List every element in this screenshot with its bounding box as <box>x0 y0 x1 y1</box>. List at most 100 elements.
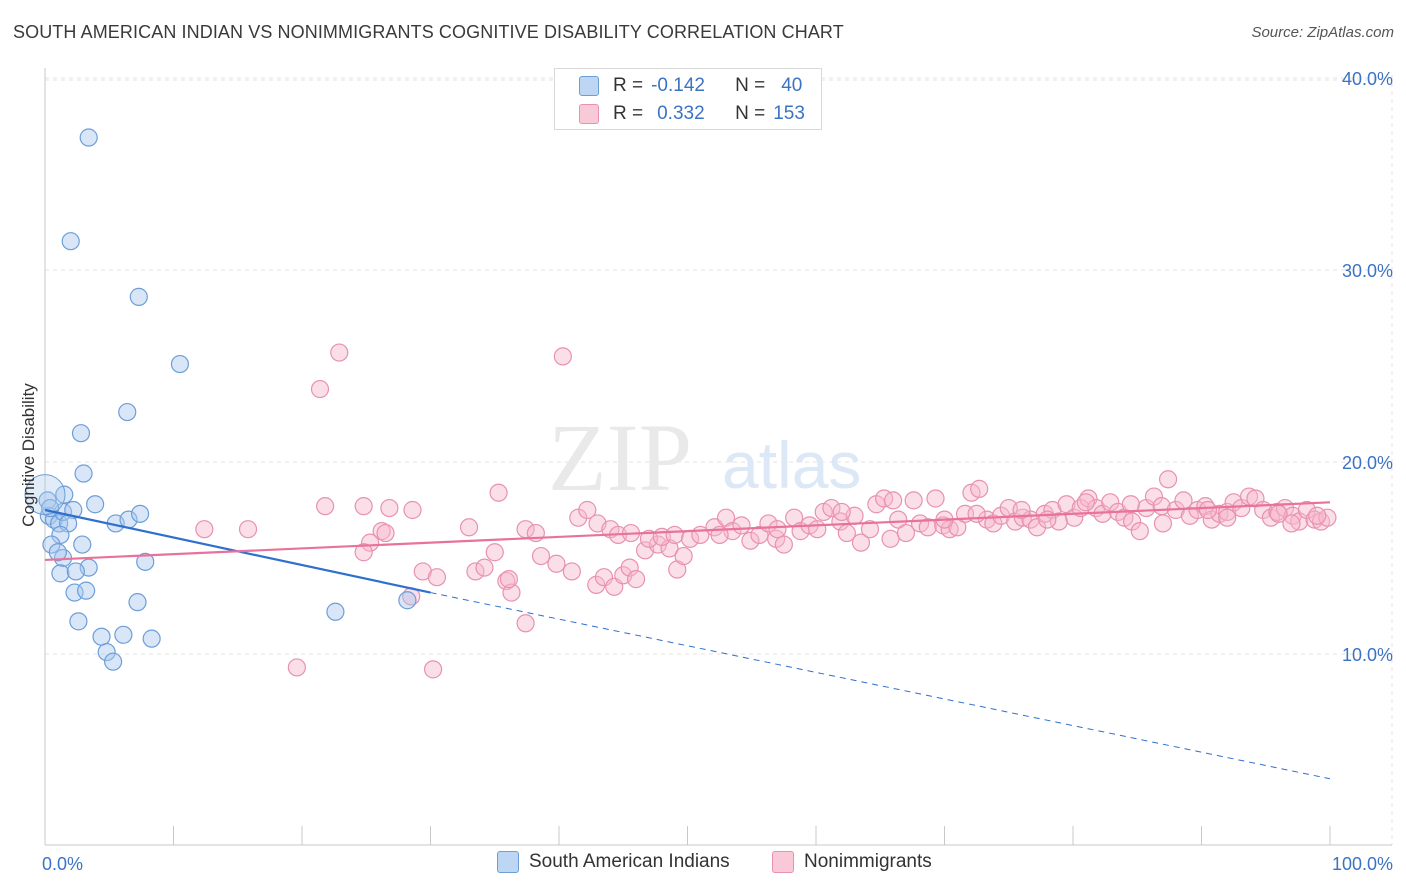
data-point <box>553 347 572 366</box>
data-point <box>1101 493 1120 512</box>
n-value: 153 <box>773 103 805 124</box>
data-point <box>376 523 395 543</box>
r-value: 0.332 <box>657 103 705 124</box>
y-tick-label: 10.0% <box>1342 645 1393 665</box>
data-point <box>881 529 900 548</box>
stats-row-south-american-indians: R = -0.142 N = 40 <box>579 72 802 100</box>
data-point <box>1218 508 1237 527</box>
data-point <box>475 558 494 577</box>
data-point <box>142 629 161 648</box>
blue-swatch <box>497 851 519 873</box>
data-point <box>97 642 116 662</box>
data-point <box>489 483 508 502</box>
n-value: 40 <box>781 75 803 96</box>
data-point <box>361 533 380 552</box>
data-point <box>73 535 92 554</box>
data-point <box>499 570 518 589</box>
data-point <box>74 464 93 483</box>
data-point <box>732 516 751 535</box>
data-point <box>51 564 70 583</box>
south-american-indians-points <box>24 128 417 671</box>
data-point <box>547 554 566 573</box>
data-point <box>665 525 684 545</box>
data-point <box>65 583 84 602</box>
r-value: -0.142 <box>651 75 705 96</box>
stats-row-nonimmigrants: R = 0.332 N = 153 <box>579 100 805 128</box>
x-tick-label: 0.0% <box>42 854 83 874</box>
data-point <box>674 546 693 566</box>
data-point <box>1130 522 1149 541</box>
data-point <box>822 498 841 518</box>
data-point <box>832 502 851 522</box>
data-point <box>1012 500 1031 520</box>
data-point <box>883 491 903 510</box>
data-point <box>48 543 67 562</box>
data-point <box>774 535 793 554</box>
data-point <box>502 583 521 602</box>
data-point <box>620 558 639 577</box>
r-label: R = <box>613 103 644 124</box>
legend-item-south-american-indians[interactable]: South American Indians <box>497 851 730 873</box>
data-point <box>287 658 306 677</box>
r-label: R = <box>613 75 644 96</box>
data-point <box>562 562 581 581</box>
data-point <box>129 287 148 306</box>
n-label: N = <box>735 103 766 124</box>
data-point <box>851 533 871 552</box>
data-point <box>66 562 85 581</box>
data-point <box>1269 504 1288 523</box>
data-point <box>118 402 137 422</box>
tick-labels: 10.0% 20.0% 30.0% 40.0% 0.0% 100.0% <box>42 69 1393 874</box>
data-point <box>114 625 133 644</box>
data-point <box>808 520 827 539</box>
legend-label: Nonimmigrants <box>804 851 932 872</box>
axes <box>44 68 1392 846</box>
data-point <box>497 571 516 591</box>
y-tick-label: 20.0% <box>1342 453 1393 473</box>
legend-label: South American Indians <box>529 851 730 872</box>
y-tick-label: 40.0% <box>1342 69 1393 89</box>
data-point <box>485 543 504 562</box>
data-point <box>516 614 535 633</box>
data-point <box>128 593 147 612</box>
data-point <box>459 518 479 537</box>
data-point <box>380 498 399 518</box>
data-point <box>104 652 123 671</box>
y-axis-title: Cognitive Disability <box>19 383 38 527</box>
data-point <box>1198 500 1218 520</box>
data-point <box>330 343 349 362</box>
data-point <box>970 479 989 498</box>
pink-swatch <box>579 104 599 124</box>
data-point <box>1144 487 1164 506</box>
data-point <box>889 510 908 529</box>
stats-legend: R = -0.142 N = 40 R = 0.332 N = 153 <box>554 68 822 130</box>
watermark-atlas: atlas <box>722 428 861 502</box>
data-point <box>310 379 330 399</box>
data-point <box>626 570 646 589</box>
data-point <box>316 497 335 516</box>
data-point <box>326 602 345 621</box>
data-point <box>1297 500 1316 520</box>
data-point <box>86 495 105 514</box>
series-legend: South American Indians Nonimmigrants <box>0 851 1406 879</box>
source-label: Source: ZipAtlas.com <box>1251 24 1394 41</box>
data-point <box>926 489 945 508</box>
data-point <box>896 523 916 543</box>
data-point <box>79 128 98 147</box>
nonimmigrants-points <box>195 343 1337 679</box>
legend-item-nonimmigrants[interactable]: Nonimmigrants <box>772 851 932 873</box>
data-point <box>531 546 551 566</box>
data-point <box>1282 514 1301 533</box>
data-point <box>967 504 986 523</box>
data-point <box>403 500 422 520</box>
data-point <box>69 612 88 631</box>
data-point <box>427 568 447 587</box>
data-point <box>1057 495 1076 514</box>
data-point <box>77 581 96 600</box>
data-point <box>238 520 258 539</box>
watermark-zip: ZIP <box>548 404 692 511</box>
data-point <box>1153 514 1173 533</box>
chart-title: SOUTH AMERICAN INDIAN VS NONIMMIGRANTS C… <box>13 22 844 42</box>
data-point <box>984 514 1003 533</box>
